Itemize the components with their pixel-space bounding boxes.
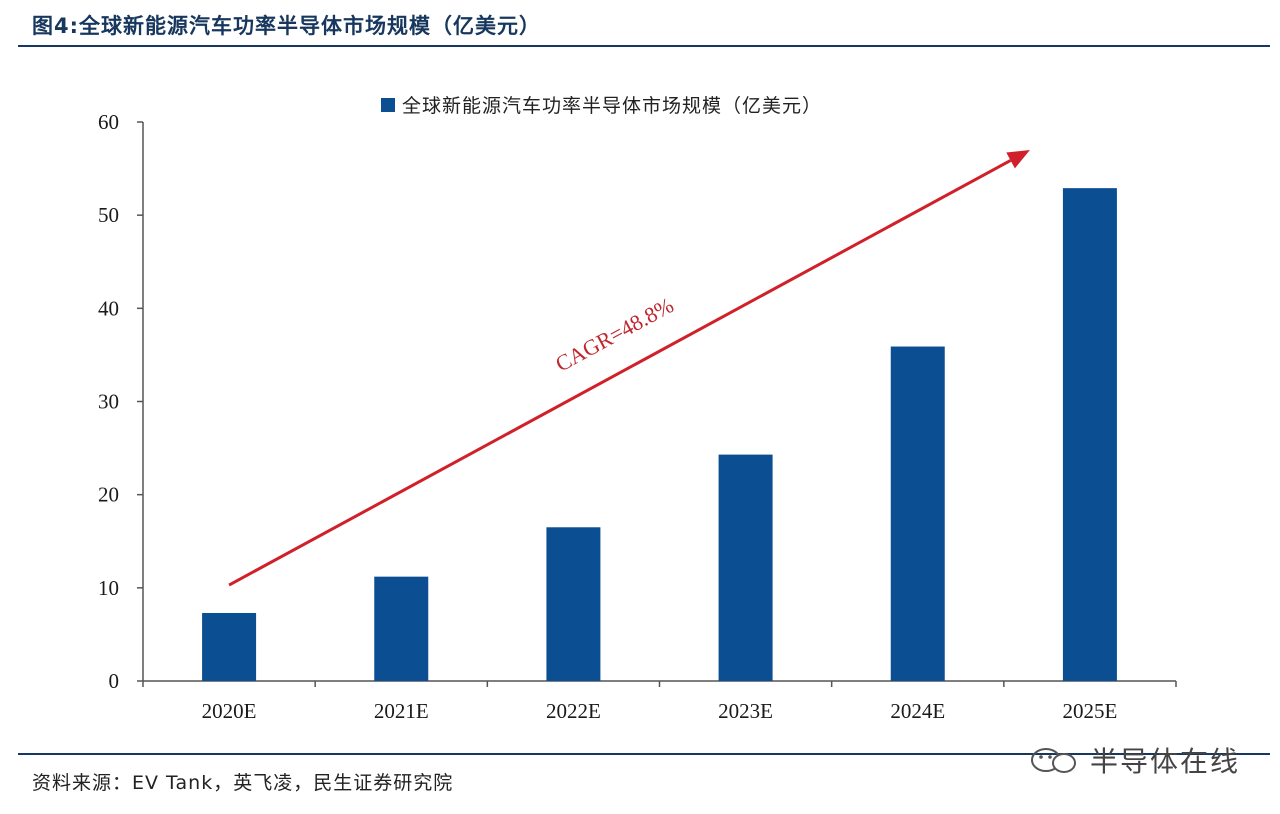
x-tick-label: 2021E: [374, 699, 429, 723]
bar-2020E: [202, 612, 257, 681]
wechat-icon: [1030, 748, 1076, 773]
x-tick-label: 2024E: [890, 699, 945, 723]
bar-2025E: [1062, 188, 1117, 682]
bar-2023E: [718, 454, 773, 681]
bar-2024E: [890, 346, 945, 681]
cagr-arrowhead: [1006, 149, 1030, 169]
watermark: 半导体在线: [1026, 740, 1240, 780]
y-tick-label: 50: [98, 203, 119, 227]
x-tick-label: 2023E: [718, 699, 773, 723]
y-tick-label: 0: [109, 669, 120, 693]
footer-divider: [18, 753, 1270, 755]
y-tick-label: 30: [98, 390, 119, 414]
figure-title: 图4:全球新能源汽车功率半导体市场规模（亿美元）: [32, 14, 542, 38]
y-tick-label: 20: [98, 483, 119, 507]
cagr-label: CAGR=48.8%: [551, 292, 677, 376]
source-note: 资料来源：EV Tank，英飞凌，民生证券研究院: [32, 772, 454, 794]
chart-axes: 0 10 20 30 40 50 60 2020E 2021E 2022E 2023E 2024E 20…: [98, 110, 1177, 723]
legend-swatch: [381, 98, 395, 112]
cagr-arrow-line: [228, 159, 1012, 587]
x-tick-label: 2022E: [546, 699, 601, 723]
y-tick-label: 10: [98, 576, 119, 600]
bar-2022E: [546, 527, 601, 681]
legend-label: 全球新能源汽车功率半导体市场规模（亿美元）: [402, 95, 822, 117]
x-tick-label: 2020E: [202, 699, 257, 723]
title-divider: [18, 45, 1270, 47]
chart-legend: 全球新能源汽车功率半导体市场规模（亿美元）: [381, 95, 822, 117]
x-tick-label: 2025E: [1063, 699, 1118, 723]
bar-2021E: [374, 576, 429, 681]
y-tick-label: 40: [98, 296, 119, 320]
chart-bars: [202, 188, 1117, 682]
y-tick-label: 60: [98, 110, 119, 134]
watermark-text: 半导体在线: [1089, 745, 1240, 778]
